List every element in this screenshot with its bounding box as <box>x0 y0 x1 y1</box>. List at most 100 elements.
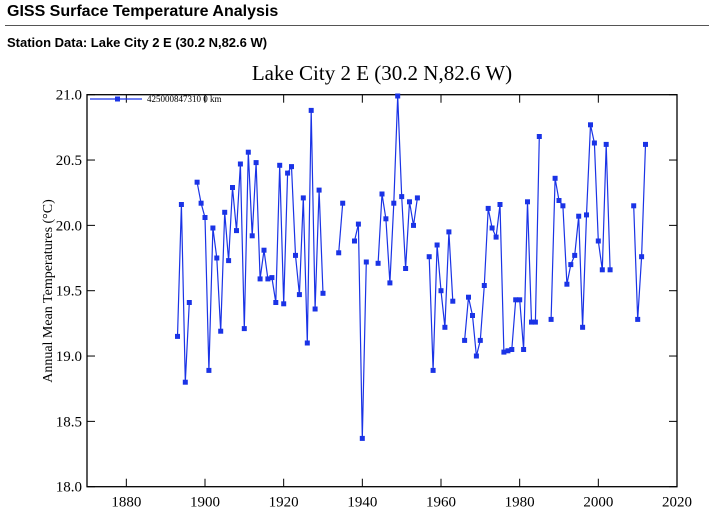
x-tick-label: 1880 <box>111 495 141 511</box>
data-point <box>245 149 251 155</box>
y-tick-label: 20.0 <box>56 218 82 234</box>
data-point <box>194 179 200 185</box>
series-line-segment <box>550 124 611 328</box>
data-point <box>442 324 448 330</box>
data-point <box>336 250 342 256</box>
x-tick-label: 1900 <box>190 495 220 511</box>
data-point <box>446 229 452 235</box>
data-point <box>202 215 208 220</box>
data-point <box>230 185 235 190</box>
legend: 425000847310 0 km <box>90 94 222 104</box>
data-point <box>226 258 232 264</box>
data-point <box>237 161 243 167</box>
series-line-segment <box>176 204 190 383</box>
data-point <box>631 203 637 209</box>
data-point <box>210 225 216 231</box>
data-point <box>493 234 499 240</box>
data-point <box>253 160 259 166</box>
data-point <box>304 340 310 346</box>
data-point <box>635 316 641 322</box>
data-point <box>178 202 184 207</box>
y-tick-label: 19.5 <box>56 284 82 300</box>
data-point <box>395 93 401 99</box>
data-point <box>591 140 597 146</box>
data-point <box>234 228 239 234</box>
data-point <box>355 221 361 227</box>
data-point <box>607 267 613 273</box>
data-point <box>218 328 224 334</box>
data-point <box>521 347 527 352</box>
data-point <box>450 298 456 304</box>
series-line-segment <box>428 231 454 371</box>
series-line-segment <box>353 223 367 439</box>
series-line-segment <box>464 136 540 357</box>
x-tick-label: 1980 <box>505 495 535 511</box>
y-tick-label: 20.5 <box>56 153 82 169</box>
data-point <box>599 267 605 273</box>
series-line-segment <box>338 203 344 253</box>
data-point <box>552 175 558 181</box>
x-tick-label: 1920 <box>269 495 299 511</box>
data-point <box>438 288 444 294</box>
y-tick-label: 19.0 <box>56 349 82 365</box>
station-heading: Station Data: Lake City 2 E (30.2 N,82.6… <box>7 35 268 50</box>
data-point <box>241 326 247 332</box>
data-point <box>643 141 648 147</box>
data-point <box>222 209 228 215</box>
data-point <box>595 238 601 244</box>
data-point <box>316 187 322 193</box>
data-point <box>477 337 483 343</box>
data-point <box>265 276 271 282</box>
data-point <box>501 349 507 355</box>
data-point <box>206 367 212 373</box>
plot-frame <box>86 94 678 488</box>
data-point <box>489 225 495 231</box>
data-point <box>320 290 326 296</box>
data-point <box>580 324 586 330</box>
data-point <box>497 202 503 207</box>
data-point <box>584 212 589 218</box>
data-point <box>560 203 566 209</box>
data-point <box>312 306 318 312</box>
data-point <box>285 170 291 176</box>
data-point <box>273 300 279 305</box>
data-point <box>249 233 255 239</box>
data-point <box>532 319 538 325</box>
data-point <box>588 122 593 128</box>
y-axis-label: Annual Mean Temperatures (°C) <box>41 199 56 383</box>
app-title: GISS Surface Temperature Analysis <box>7 3 279 20</box>
header-divider <box>5 25 709 26</box>
series-line-segment <box>377 95 418 283</box>
data-point <box>434 242 440 248</box>
x-tick-label: 2020 <box>662 495 692 511</box>
data-point <box>387 280 393 286</box>
data-point <box>572 252 578 258</box>
data-point <box>293 252 298 258</box>
y-tick-label: 18.5 <box>56 414 82 430</box>
data-point <box>485 205 491 211</box>
data-point <box>426 254 432 260</box>
data-point <box>277 162 283 168</box>
data-point <box>379 191 385 197</box>
data-point <box>462 337 468 343</box>
data-point <box>186 300 192 305</box>
data-point <box>391 200 397 206</box>
series-line-segment <box>633 144 647 320</box>
data-point <box>175 333 180 339</box>
data-point <box>407 199 412 205</box>
data-point <box>529 319 534 325</box>
y-tick-label: 18.0 <box>56 480 82 496</box>
data-point <box>214 255 220 261</box>
data-point <box>383 216 389 222</box>
data-point <box>414 195 420 201</box>
data-point <box>525 199 530 205</box>
data-point <box>536 134 542 139</box>
data-point <box>556 198 562 203</box>
data-point <box>466 294 471 300</box>
data-point <box>470 313 475 318</box>
data-point <box>261 247 267 253</box>
data-point <box>289 164 294 170</box>
data-point <box>296 292 302 298</box>
chart-title: Lake City 2 E (30.2 N,82.6 W) <box>252 61 512 85</box>
data-point <box>603 141 609 147</box>
